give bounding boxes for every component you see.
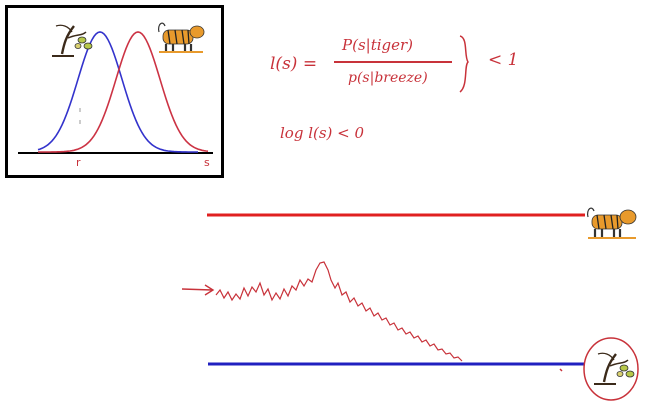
- formula-relation: < 1: [488, 50, 519, 70]
- inset-right-axis-label: s: [204, 156, 210, 169]
- log-inequality: log l(s) < 0: [280, 124, 365, 142]
- formula-denominator: p(s|breeze): [348, 70, 428, 86]
- distribution-plot: [18, 22, 213, 154]
- distribution-inset: r s: [5, 5, 224, 178]
- tree-highlight-circle: [583, 337, 639, 401]
- formula-numerator: P(s|tiger): [342, 36, 414, 54]
- tiger-distribution-curve: [38, 31, 209, 153]
- signal-end-mark: [559, 368, 563, 372]
- tree-icon: [594, 352, 635, 385]
- tiger-icon: [587, 207, 637, 239]
- brace-icon: [459, 35, 469, 93]
- formula-lhs: l(s) =: [270, 54, 318, 74]
- noisy-signal-trace: [215, 261, 463, 362]
- inset-left-axis-label: r: [76, 156, 81, 169]
- tiger-icon: [158, 22, 205, 53]
- likelihood-ratio-formula: l(s) = P(s|tiger) p(s|breeze) < 1 log l(…: [262, 30, 542, 142]
- fraction-bar: [334, 61, 452, 63]
- tree-icon: [52, 24, 93, 57]
- breeze-distribution-curve: [37, 31, 198, 153]
- arrow-right-icon: [181, 284, 215, 296]
